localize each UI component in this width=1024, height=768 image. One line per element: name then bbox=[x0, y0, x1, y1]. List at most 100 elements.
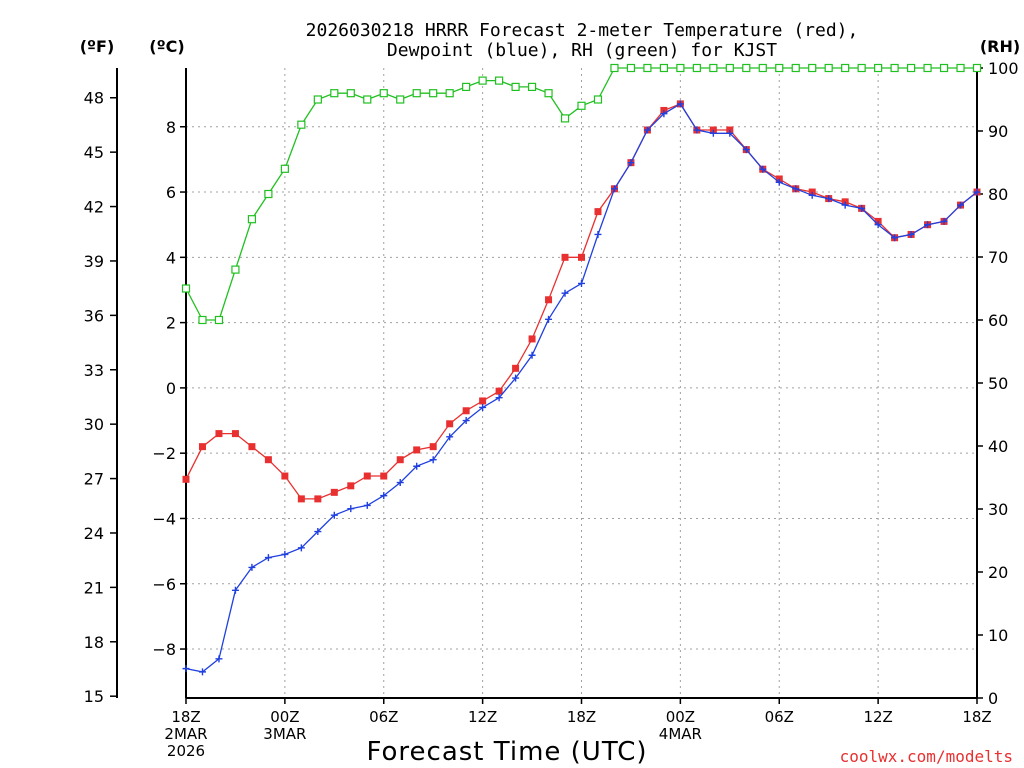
rh-point bbox=[709, 63, 718, 73]
rh-point bbox=[659, 63, 668, 73]
dewpoint-point bbox=[709, 129, 717, 137]
rh-point bbox=[758, 63, 767, 73]
x-tick-label: 00Z bbox=[666, 708, 695, 726]
temperature-point bbox=[182, 475, 190, 483]
x-tick-label: 3MAR bbox=[263, 725, 306, 743]
rh-point bbox=[511, 82, 520, 92]
rh-point bbox=[742, 63, 751, 73]
rh-point bbox=[857, 63, 866, 73]
rh-tick-label: 70 bbox=[988, 248, 1008, 267]
dewpoint-point bbox=[462, 417, 470, 425]
temperature-point bbox=[347, 482, 355, 490]
rh-point bbox=[923, 63, 932, 73]
temperature-point bbox=[231, 430, 239, 438]
temperature-point bbox=[413, 446, 421, 454]
fahrenheit-unit-label: (ºF) bbox=[80, 37, 115, 56]
fahrenheit-tick-label: 21 bbox=[84, 578, 104, 597]
temperature-point bbox=[281, 472, 289, 480]
rh-point bbox=[972, 63, 982, 73]
dewpoint-point bbox=[792, 185, 800, 193]
x-tick-label: 18Z bbox=[171, 708, 200, 726]
rh-tick-label: 90 bbox=[988, 122, 1008, 141]
dewpoint-point bbox=[594, 230, 602, 238]
fahrenheit-tick-label: 33 bbox=[84, 361, 104, 380]
fahrenheit-tick-label: 24 bbox=[84, 524, 104, 543]
dewpoint-point bbox=[578, 279, 585, 287]
temperature-point bbox=[528, 335, 536, 343]
temperature-point bbox=[578, 253, 585, 261]
temperature-point bbox=[495, 387, 503, 395]
x-tick-label: 2026 bbox=[167, 742, 205, 760]
temperature-point bbox=[479, 397, 487, 405]
rh-point bbox=[725, 63, 734, 73]
temperature-point bbox=[545, 296, 553, 304]
dewpoint-point bbox=[643, 126, 651, 134]
dewpoint-point bbox=[479, 403, 487, 411]
rh-tick-label: 30 bbox=[988, 500, 1008, 519]
rh-point bbox=[297, 120, 306, 129]
temperature-point bbox=[396, 456, 404, 464]
celsius-tick-label: −8 bbox=[152, 640, 176, 659]
x-tick-label: 18Z bbox=[962, 708, 991, 726]
rh-point bbox=[379, 89, 388, 98]
rh-point bbox=[939, 63, 949, 73]
rh-point bbox=[247, 215, 257, 224]
temperature-point bbox=[330, 488, 338, 496]
dewpoint-point bbox=[676, 100, 684, 108]
dewpoint-point bbox=[297, 544, 305, 552]
dewpoint-point bbox=[561, 289, 569, 297]
dewpoint-point bbox=[281, 550, 289, 558]
rh-point bbox=[478, 76, 487, 85]
rh-point bbox=[544, 89, 553, 98]
rh-point bbox=[412, 89, 421, 98]
dewpoint-point bbox=[182, 665, 190, 673]
rh-point bbox=[445, 89, 454, 98]
fahrenheit-tick-label: 30 bbox=[84, 415, 104, 434]
temperature-point bbox=[512, 364, 520, 372]
rh-point bbox=[610, 63, 619, 73]
dewpoint-point bbox=[495, 394, 503, 402]
rh-point bbox=[214, 315, 224, 325]
rh-point bbox=[841, 63, 850, 73]
dewpoint-point bbox=[726, 129, 734, 137]
dewpoint-point bbox=[429, 456, 437, 464]
rh-tick-label: 50 bbox=[988, 374, 1008, 393]
rh-point bbox=[956, 63, 965, 73]
dewpoint-point bbox=[742, 146, 750, 154]
dewpoint-point bbox=[512, 374, 520, 382]
celsius-tick-label: 4 bbox=[166, 248, 176, 267]
rh-point bbox=[560, 114, 570, 123]
dewpoint-point bbox=[198, 668, 206, 676]
rh-tick-label: 100 bbox=[988, 59, 1019, 78]
fahrenheit-tick-label: 36 bbox=[84, 306, 104, 325]
dewpoint-point bbox=[347, 505, 355, 513]
celsius-tick-label: −6 bbox=[152, 575, 176, 594]
dewpoint-point bbox=[627, 159, 635, 167]
rh-point bbox=[775, 63, 784, 73]
fahrenheit-tick-label: 45 bbox=[84, 143, 104, 162]
celsius-tick-label: 6 bbox=[166, 183, 176, 202]
chart-title-line2: Dewpoint (blue), RH (green) for KJST bbox=[387, 40, 777, 61]
rh-point bbox=[264, 189, 273, 199]
dewpoint-point bbox=[660, 110, 668, 118]
celsius-unit-label: (ºC) bbox=[149, 37, 184, 56]
rh-point bbox=[577, 101, 586, 110]
x-tick-label: 18Z bbox=[567, 708, 596, 726]
dewpoint-point bbox=[825, 195, 833, 203]
chart-title-line1: 2026030218 HRRR Forecast 2-meter Tempera… bbox=[306, 20, 859, 41]
dewpoint-point bbox=[874, 221, 882, 229]
rh-point bbox=[198, 315, 207, 325]
dewpoint-point bbox=[545, 315, 553, 323]
rh-point bbox=[643, 63, 652, 73]
temperature-point bbox=[429, 443, 437, 451]
data-series bbox=[181, 63, 982, 676]
rh-tick-label: 40 bbox=[988, 437, 1008, 456]
dewpoint-point bbox=[841, 201, 849, 209]
temperature-point bbox=[198, 443, 206, 451]
temperature-point bbox=[363, 472, 371, 480]
rh-point bbox=[495, 76, 504, 85]
dewpoint-point bbox=[940, 217, 948, 225]
rh-point bbox=[346, 89, 355, 98]
celsius-tick-label: −4 bbox=[152, 509, 176, 528]
